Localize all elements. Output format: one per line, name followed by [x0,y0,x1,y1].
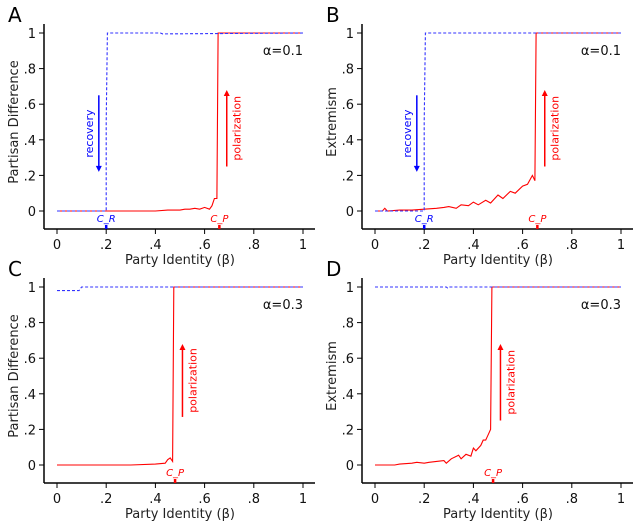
arrow-label-recovery: recovery [401,109,414,158]
panel-b: B 0 .2 .4 .6 .8 1 0 .2 .4 .6 .8 1 Party Identity (β) E… [325,3,633,268]
series-recovery [57,286,303,292]
y-tick-label: .6 [342,352,354,367]
x-axis-label: Party Identity (β) [443,507,553,522]
x-tick-label: 1 [617,492,625,507]
arrow-label-polarization: polarization [186,348,199,413]
x-tick-label: .4 [149,238,161,253]
x-tick-label: .6 [516,492,528,507]
y-axis-label: Partisan Difference [7,314,22,437]
x-tick-label: .6 [198,238,210,253]
threshold-label: C_P [166,468,185,479]
x-tick-label: .2 [100,492,112,507]
y-tick-label: .2 [342,423,354,438]
panel-a: A 0 .2 .4 .6 .8 1 0 .2 .4 .6 .8 1 Party Identity (β) P… [7,3,315,268]
x-tick-label: 1 [299,492,307,507]
x-tick-label: .6 [516,238,528,253]
x-tick-label: .6 [198,492,210,507]
x-tick-label: .8 [566,492,578,507]
arrow-label-polarization: polarization [549,96,562,161]
arrow-label-polarization: polarization [504,350,517,415]
x-tick-label: .2 [418,238,430,253]
x-tick-label: 1 [299,238,307,253]
arrow-label-polarization: polarization [231,96,244,161]
y-tick-label: 1 [28,27,36,42]
y-tick-label: .6 [342,98,354,113]
threshold-label: C_R [415,214,434,225]
y-axis-label: Partisan Difference [7,60,22,183]
y-tick-label: .8 [342,63,354,78]
x-axis-label: Party Identity (β) [125,253,235,268]
y-tick-label: .2 [342,169,354,184]
arrowhead-recovery [413,165,420,172]
y-tick-label: .6 [24,98,36,113]
x-tick-label: .8 [248,492,260,507]
panel-c: C 0 .2 .4 .6 .8 1 0 .2 .4 .6 .8 1 Party Identity (β) P… [7,257,315,522]
x-tick-label: 0 [53,238,61,253]
y-axis-label: Extremism [325,87,340,157]
panel-label: A [8,3,22,27]
y-tick-label: .2 [24,423,36,438]
x-tick-label: 0 [371,492,379,507]
x-tick-label: .4 [149,492,161,507]
y-tick-label: .8 [24,317,36,332]
y-tick-label: 1 [346,281,354,296]
y-tick-label: .4 [24,134,36,149]
x-axis-label: Party Identity (β) [125,507,235,522]
x-tick-label: .4 [467,492,479,507]
panel-label: B [326,3,340,27]
threshold-label: C_R [97,214,116,225]
alpha-annotation: α=0.1 [263,44,303,59]
series-recovery [375,286,621,289]
x-tick-label: .2 [418,492,430,507]
threshold-label: C_P [484,468,503,479]
y-tick-label: 0 [346,459,354,474]
arrowhead-polarization [541,89,548,96]
y-tick-label: .4 [342,388,354,403]
y-tick-label: 1 [346,27,354,42]
panel-label: D [326,257,341,281]
y-tick-label: 1 [28,281,36,296]
series-polarization [375,286,621,466]
panel-d: D 0 .2 .4 .6 .8 1 0 .2 .4 .6 .8 1 Party Identity (β) E… [325,257,633,522]
y-tick-label: .8 [342,317,354,332]
arrow-label-recovery: recovery [83,109,96,158]
y-tick-label: .8 [24,63,36,78]
x-axis-label: Party Identity (β) [443,253,553,268]
panel-label: C [8,257,22,281]
arrowhead-polarization [179,343,186,350]
x-tick-label: .8 [248,238,260,253]
arrowhead-polarization [497,343,504,350]
x-tick-label: .4 [467,238,479,253]
y-tick-label: 0 [28,459,36,474]
threshold-label: C_P [528,214,547,225]
series-polarization [57,32,303,212]
series-recovery [57,32,304,212]
x-tick-label: 0 [53,492,61,507]
x-tick-label: 0 [371,238,379,253]
y-tick-label: 0 [346,205,354,220]
arrowhead-recovery [95,165,102,172]
y-tick-label: .4 [24,388,36,403]
alpha-annotation: α=0.1 [581,44,621,59]
y-tick-label: .6 [24,352,36,367]
arrowhead-polarization [223,89,230,96]
x-tick-label: .2 [100,238,112,253]
x-tick-label: .8 [566,238,578,253]
y-tick-label: .2 [24,169,36,184]
series-recovery [375,32,621,212]
alpha-annotation: α=0.3 [581,298,621,313]
alpha-annotation: α=0.3 [263,298,303,313]
series-polarization [57,286,303,466]
y-axis-label: Extremism [325,341,340,411]
threshold-label: C_P [210,214,229,225]
y-tick-label: .4 [342,134,354,149]
series-polarization [375,32,621,212]
x-tick-label: 1 [617,238,625,253]
y-tick-label: 0 [28,205,36,220]
